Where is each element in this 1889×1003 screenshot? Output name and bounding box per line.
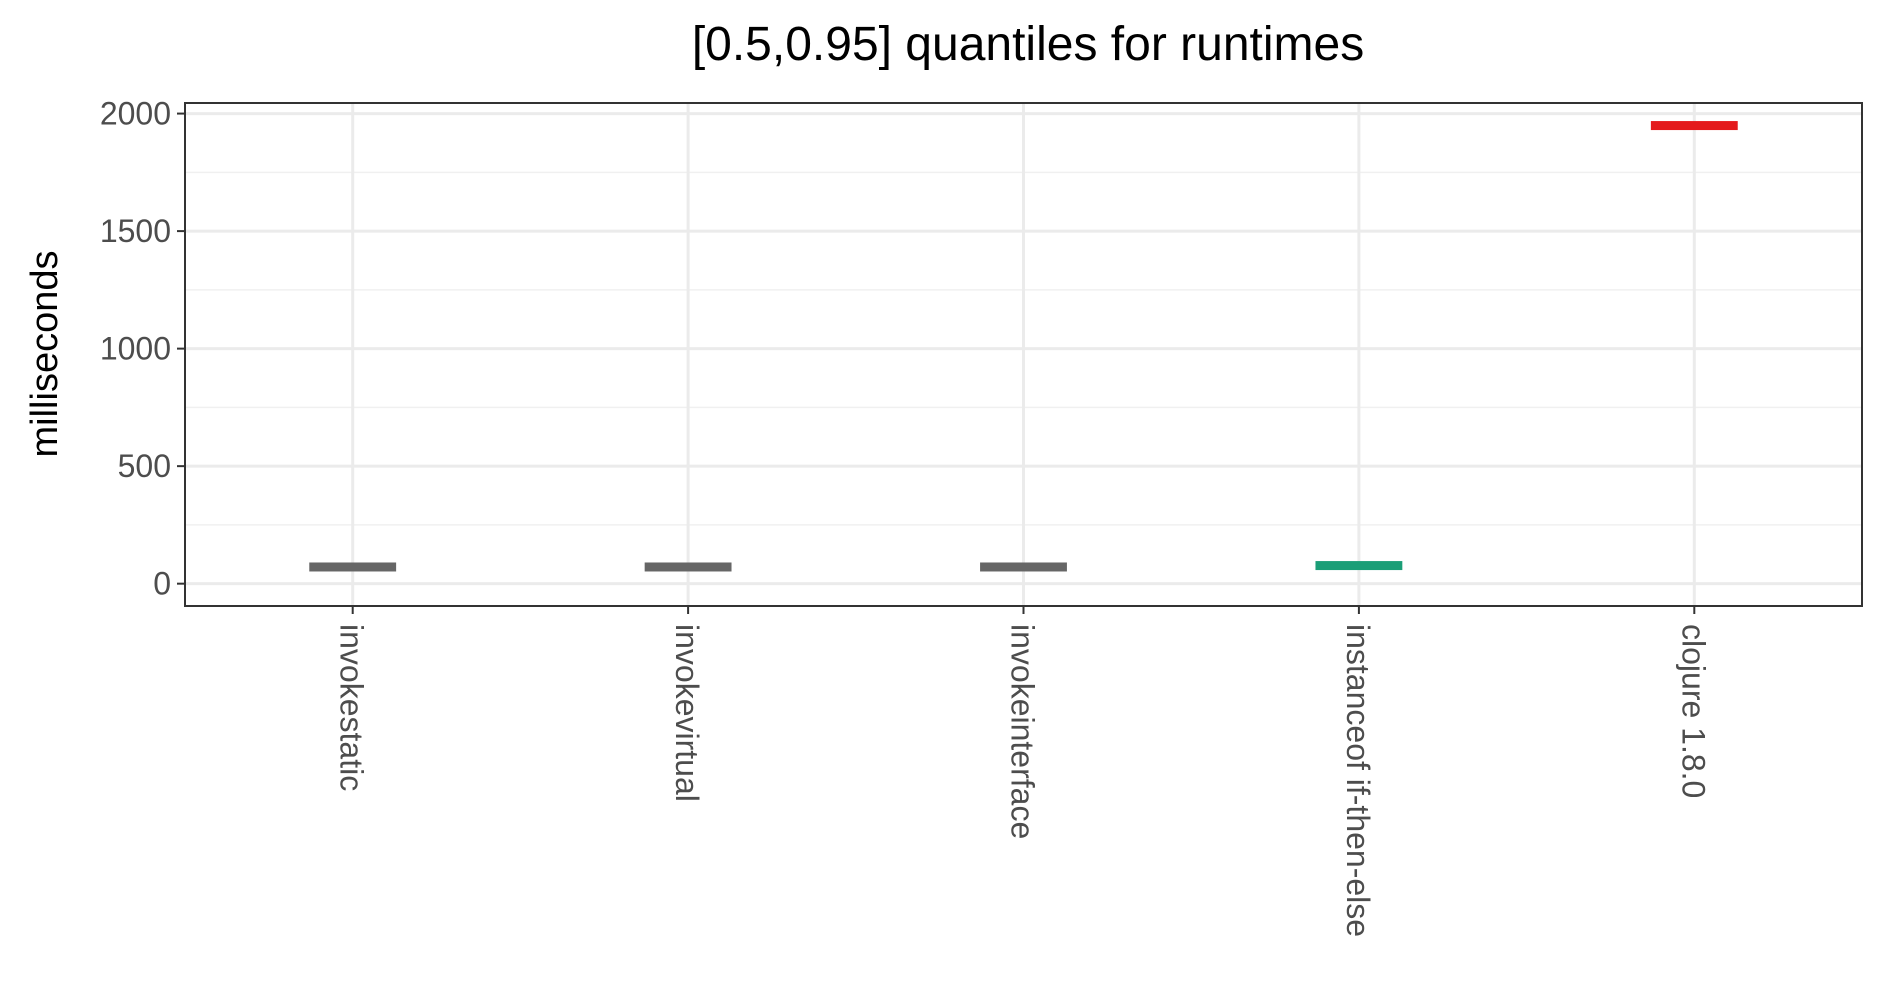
quantile-bar bbox=[980, 562, 1067, 572]
y-axis-label: milliseconds bbox=[24, 251, 66, 458]
x-tick-label: clojure 1.8.0 bbox=[1675, 624, 1711, 798]
y-tick-label: 500 bbox=[118, 448, 171, 484]
y-tick-label: 1500 bbox=[100, 213, 171, 249]
quantile-bar bbox=[1650, 121, 1738, 131]
x-axis-ticks: invokestatic invokevirtual invokeinterface… bbox=[334, 606, 1711, 937]
quantile-bar bbox=[644, 562, 732, 572]
x-tick-label: instanceof if-then-else bbox=[1340, 624, 1376, 937]
y-tick-label: 1000 bbox=[100, 331, 171, 367]
y-tick-label: 2000 bbox=[100, 96, 171, 132]
quantile-bar bbox=[309, 562, 397, 572]
y-tick-label: 0 bbox=[153, 566, 171, 602]
x-tick-label: invokeinterface bbox=[1005, 624, 1041, 839]
crossbar-marks bbox=[309, 121, 1738, 572]
x-tick-label: invokestatic bbox=[334, 624, 370, 791]
quantile-bar bbox=[1315, 561, 1403, 571]
major-gridlines bbox=[185, 103, 1862, 606]
x-tick-label: invokevirtual bbox=[669, 624, 705, 802]
y-axis-ticks: 0 500 1000 1500 2000 bbox=[100, 96, 185, 602]
chart-title: [0.5,0.95] quantiles for runtimes bbox=[692, 18, 1364, 71]
